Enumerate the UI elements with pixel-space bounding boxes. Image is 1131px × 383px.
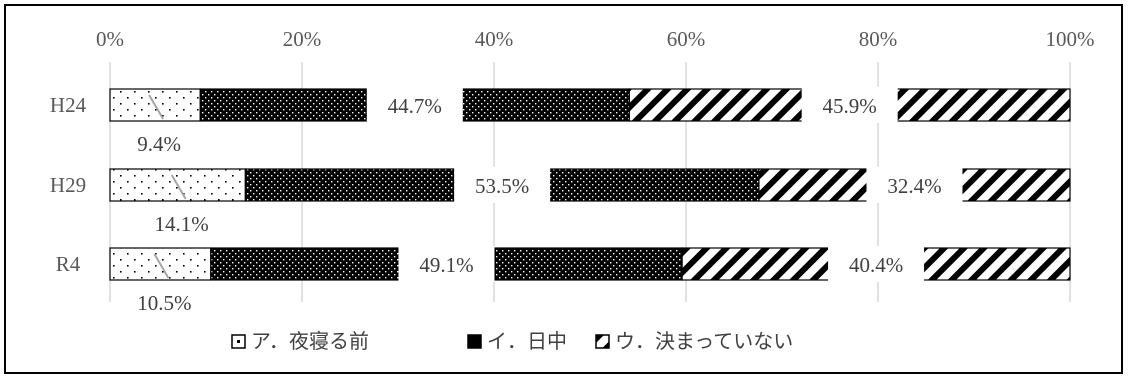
x-tick-label: 100% [1046, 27, 1095, 51]
legend-label: ア．夜寝る前 [251, 329, 369, 353]
data-label: 49.1% [419, 253, 473, 277]
category-label: H29 [50, 173, 86, 197]
data-label: 53.5% [475, 174, 529, 198]
legend: ア．夜寝る前 イ．日中 ウ．決まっていない [231, 329, 793, 353]
data-label: 32.4% [887, 174, 941, 198]
data-label: 10.5% [137, 291, 191, 315]
data-label-background [828, 246, 925, 282]
x-tick-label: 40% [475, 27, 514, 51]
legend-item: イ．日中 [467, 329, 567, 353]
data-labels: 9.4% 44.7% 45.9% 14.1% 53.5% 32.4% 10.5% 49.1% 4… [137, 87, 963, 315]
category-labels: H24 H29 R4 [50, 93, 87, 276]
legend-swatch [467, 334, 482, 349]
x-tick-label: 80% [859, 27, 898, 51]
x-tick-label: 20% [283, 27, 322, 51]
data-label-background [398, 246, 495, 282]
leader-line [153, 253, 170, 279]
category-label: R4 [56, 252, 81, 276]
x-axis-tick-labels: 0% 20% 40% 60% 80% 100% [96, 27, 1095, 51]
leader-line [170, 174, 187, 200]
legend-label: イ．日中 [487, 329, 567, 353]
legend-label: ウ．決まっていない [615, 329, 793, 353]
legend-item: ア．夜寝る前 [231, 329, 369, 353]
legend-swatch-dot [237, 340, 240, 343]
data-label: 9.4% [137, 132, 181, 156]
data-label-background [801, 87, 898, 123]
data-label-background [866, 167, 963, 203]
category-label: H24 [50, 93, 87, 117]
legend-swatch [595, 334, 610, 349]
leader-line [148, 94, 164, 120]
data-label: 14.1% [155, 212, 209, 236]
data-label: 40.4% [849, 253, 903, 277]
data-label: 45.9% [823, 94, 877, 118]
data-label: 44.7% [388, 94, 442, 118]
data-label-background [454, 167, 551, 203]
x-tick-label: 60% [667, 27, 706, 51]
data-label-background [366, 87, 463, 123]
legend-item: ウ．決まっていない [595, 329, 793, 353]
x-tick-label: 0% [96, 27, 124, 51]
